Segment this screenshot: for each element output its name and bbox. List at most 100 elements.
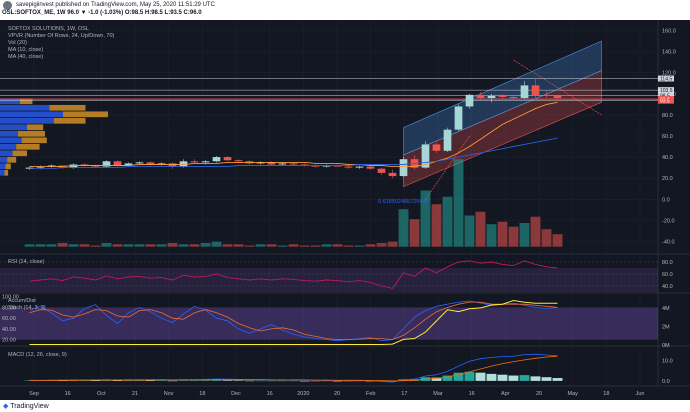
candle-body [300,164,309,166]
vpvr-down-bar [27,124,44,131]
macd-hist-bar [244,380,255,382]
price-badge-bg [658,92,674,99]
macd-tick-label: 0.0 [662,379,670,385]
signal-line [29,355,558,382]
volume-bar [255,244,266,247]
candle-body [179,161,188,167]
macd-pane [24,353,563,383]
macd-hist-bar [145,380,156,381]
vpvr-down-bar [4,169,9,176]
x-tick-label: Feb [366,391,375,397]
macd-hist-bar [299,380,310,382]
candle-body [454,106,463,130]
macd-hist-bar [24,380,35,381]
volume-bar [299,245,310,247]
macd-hist-bar [321,380,332,382]
volume-bar [156,244,167,247]
candle-body [47,165,56,167]
vpvr-down-bar [18,130,45,137]
volume-bar [321,244,332,247]
volume-bar [266,244,277,247]
volume-bar [90,245,101,247]
stoch-tick-label: 100.00 [2,295,19,301]
footer: ◆ TradingView [0,400,690,412]
macd-hist-bar [475,372,486,381]
candlesticks [25,78,562,179]
candle-body [333,165,342,167]
x-tick-label: May [567,391,578,397]
legend-ad: Accum/Dist [8,298,36,304]
vpvr-up-bar [0,117,54,124]
ad-tick-label: 0M [662,343,670,349]
x-tick-label: Dec [231,391,241,397]
vpvr-up-bar [0,104,50,111]
macd-hist-bar [464,371,475,381]
volume-bar [442,196,453,247]
candle-body [344,166,353,168]
macd-hist-bar [189,380,200,381]
vpvr-down-bar [49,104,86,111]
candle-body [69,164,78,168]
x-tick-label: 16 [267,391,273,397]
x-tick-label: 20 [334,391,340,397]
candle-body [520,85,529,99]
vpvr-down-bar [19,98,33,105]
macd-hist-bar [167,380,178,382]
volume-bar [486,224,497,247]
macd-hist-bar [255,380,266,382]
ma10-line [29,101,558,168]
candle-body [278,163,287,165]
candle-body [223,157,232,161]
macd-hist-bar [266,380,277,382]
vpvr-up-bar [0,143,17,150]
volume-bar [310,245,321,247]
tradingview-logo: ◆ TradingView [3,403,49,410]
x-tick-label: 18 [199,391,205,397]
y-tick-label: 140.0 [662,50,676,56]
macd-hist-bar [222,380,233,381]
ad-tick-label: 4M [662,306,670,312]
vpvr-up-bar [0,169,5,176]
macd-hist-bar [354,380,365,382]
macd-hist-bar [123,380,134,381]
volume-bar [365,244,376,247]
volume-bar [420,190,431,247]
stoch-pane [0,299,658,345]
volume-bar [453,159,464,247]
volume-bar [178,244,189,247]
vpvr-up-bar [0,150,13,157]
fib-anchor-line [513,59,602,116]
stoch-tick-label: 20.00 [2,338,16,344]
x-tick-label: 16 [469,391,475,397]
macd-hist-bar [288,380,299,382]
candle-body [36,166,45,168]
volume-bar [497,221,508,247]
macd-hist-bar [233,380,244,381]
macd-hist-bar [486,373,497,381]
rsi-line [29,260,558,289]
volume-bar [343,245,354,247]
macd-hist-bar [541,377,552,381]
candle-body [366,166,375,169]
volume-bar [464,215,475,247]
symbol-line: OSL:SOFTOX_ME, 1W 96.0 ▼ -1.0 (-1.03%) O… [2,10,202,16]
volume-bar [387,241,398,247]
x-tick-label: 16 [65,391,71,397]
volume-bars [24,159,563,247]
volume-bar [57,242,68,247]
volume-bar [332,244,343,247]
x-tick-label: Mar [433,391,443,397]
x-tick-label: 2020 [297,391,309,397]
candle-body [267,162,276,165]
volume-bar [24,244,35,247]
chart-canvas[interactable]: Sep 16 Oct 21 Nov 18 Dec 16 2020 20 Feb 17 Mar 16 Apr 2… [0,20,690,400]
rsi-tick-label: 40.0 [662,284,673,290]
candle-body [190,161,199,163]
macd-hist-bar [343,380,354,382]
ma40-line [29,137,558,170]
stoch-tick-label: 40.00 [2,327,16,333]
candle-body [201,161,210,163]
volume-bar [431,204,442,247]
macd-hist-bar [310,380,321,382]
macd-hist-bar [365,380,376,382]
